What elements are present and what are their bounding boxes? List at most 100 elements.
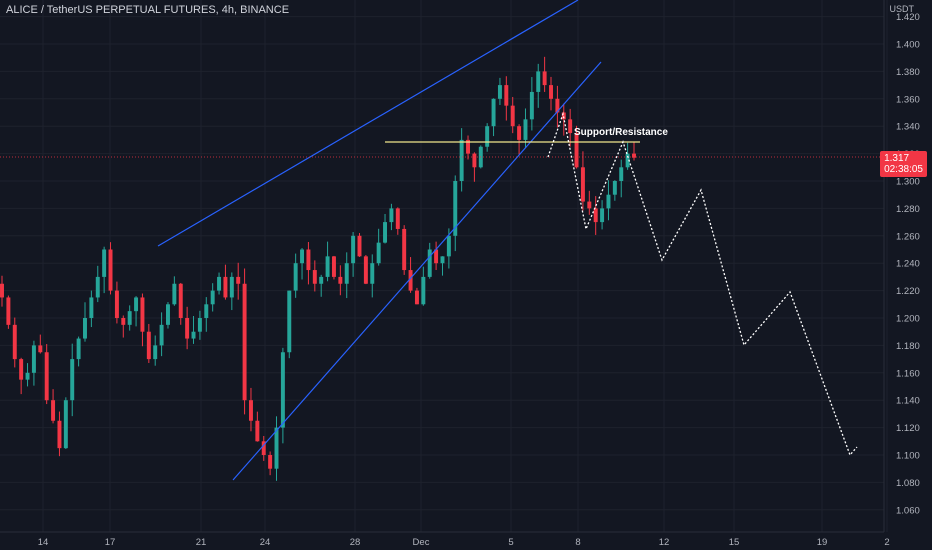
candle-body	[197, 318, 202, 332]
y-tick-label: 1.420	[896, 12, 920, 23]
candle-body	[70, 359, 75, 401]
candle-body	[12, 324, 17, 360]
candle-body	[210, 290, 215, 305]
x-tick-label: 21	[196, 537, 207, 548]
x-tick-label: 14	[38, 537, 49, 548]
y-tick-label: 1.260	[896, 231, 920, 242]
y-tick-label: 1.060	[896, 505, 920, 516]
x-tick-label: 28	[350, 537, 361, 548]
candle-body	[178, 283, 183, 318]
candle-body	[529, 91, 534, 120]
candle-body	[568, 119, 573, 134]
candle-body	[229, 276, 234, 298]
candle-body	[306, 249, 311, 271]
candle-body	[402, 228, 407, 271]
candle-body	[121, 318, 126, 325]
candle-body	[351, 235, 356, 264]
candle-body	[114, 290, 119, 318]
candle-body	[261, 441, 266, 455]
candle-body	[274, 427, 279, 469]
y-tick-label: 1.400	[896, 40, 920, 51]
candle-body	[248, 400, 253, 421]
time-axis[interactable]: 14 17 21 24 28 Dec 5 8 12 15 19 2	[38, 537, 890, 548]
candle-body	[0, 283, 4, 298]
candle-body	[453, 181, 458, 236]
candle-body	[127, 311, 132, 325]
candle-body	[606, 194, 611, 209]
candle-body	[517, 126, 522, 140]
candle-body	[612, 181, 617, 195]
candle-body	[44, 352, 49, 401]
x-tick-label: 17	[105, 537, 116, 548]
candle-body	[376, 242, 381, 264]
candle-body	[25, 372, 30, 380]
y-tick-label: 1.240	[896, 259, 920, 270]
y-tick-label: 1.100	[896, 451, 920, 462]
candle-body	[472, 153, 477, 168]
y-tick-label: 1.300	[896, 177, 920, 188]
candle-body	[325, 256, 330, 277]
candle-body	[383, 222, 388, 243]
price-axis[interactable]: 1.4201.4001.3801.3601.3401.3201.3001.280…	[896, 12, 920, 516]
candle-body	[293, 263, 298, 291]
y-tick-label: 1.220	[896, 286, 920, 297]
candle-body	[580, 167, 585, 202]
candle-body	[389, 208, 394, 223]
bar-countdown: 02:38:05	[884, 164, 923, 175]
x-tick-label: 12	[659, 537, 670, 548]
candle-body	[370, 263, 375, 284]
candle-body	[83, 318, 87, 339]
candle-body	[497, 85, 502, 99]
y-tick-label: 1.280	[896, 204, 920, 215]
y-tick-label: 1.180	[896, 341, 920, 352]
candle-body	[153, 345, 158, 360]
candle-body	[536, 71, 541, 92]
symbol-title[interactable]: ALICE / TetherUS PERPETUAL FUTURES, 4h, …	[6, 4, 290, 16]
candle-body	[414, 290, 419, 305]
candle-body	[287, 290, 292, 353]
candle-body	[6, 297, 11, 325]
y-tick-label: 1.380	[896, 67, 920, 78]
candle-body	[242, 283, 247, 401]
candle-body	[204, 304, 209, 318]
x-tick-label: 8	[575, 537, 580, 548]
candle-body	[102, 249, 107, 277]
candle-body	[268, 455, 273, 469]
candle-body	[600, 208, 605, 223]
candle-body	[408, 270, 413, 291]
candle-body	[57, 420, 62, 449]
wedge-upper-line	[157, 0, 579, 247]
candle-body	[523, 119, 528, 140]
y-tick-label: 1.140	[896, 396, 920, 407]
candle-body	[593, 208, 598, 223]
candle-body	[619, 167, 624, 181]
candle-body	[510, 105, 515, 127]
candle-body	[549, 85, 553, 99]
candle-body	[344, 263, 349, 284]
x-tick-label: 15	[729, 537, 740, 548]
support-resistance-label: Support/Resistance	[574, 127, 668, 138]
candle-body	[395, 208, 400, 229]
candle-body	[312, 270, 317, 284]
candle-body	[108, 249, 113, 291]
y-tick-label: 1.080	[896, 478, 920, 489]
candle-body	[363, 256, 368, 284]
candle-body	[555, 98, 560, 113]
y-tick-label: 1.160	[896, 368, 920, 379]
candle-body	[223, 276, 228, 298]
candle-body	[574, 133, 579, 168]
y-tick-label: 1.120	[896, 423, 920, 434]
currency-label: USDT	[889, 4, 915, 14]
candle-body	[146, 331, 151, 360]
candle-body	[172, 283, 177, 305]
candle-body	[561, 112, 566, 120]
x-tick-label: 5	[508, 537, 513, 548]
candle-body	[134, 297, 139, 312]
candle-body	[504, 85, 509, 106]
candle-body	[191, 331, 196, 339]
candle-body	[625, 153, 630, 168]
candle-body	[459, 139, 464, 181]
candle-body	[140, 297, 145, 332]
candles	[0, 56, 636, 481]
